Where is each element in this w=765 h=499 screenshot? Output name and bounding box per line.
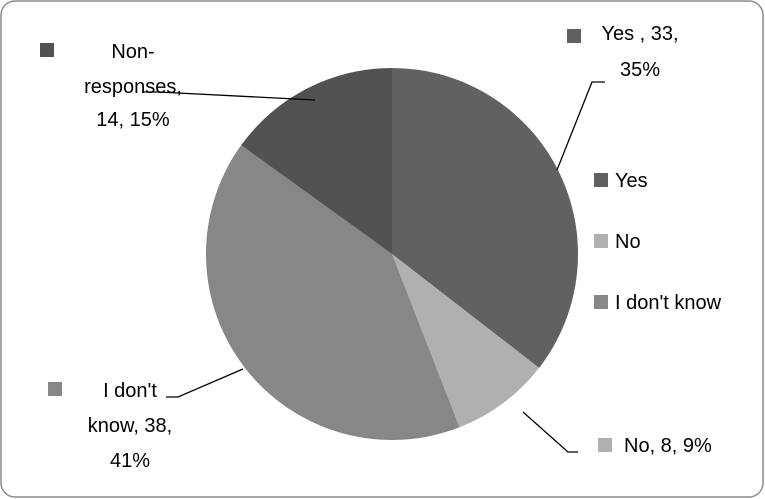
data-label-non-responses-line-2: responses, bbox=[84, 76, 182, 98]
data-labels: Yes , 33, 35% No, 8, 9% I don't know, 38, 41%… bbox=[40, 23, 712, 472]
pie-slices bbox=[205, 68, 578, 440]
legend-marker-no bbox=[594, 234, 608, 248]
legend-label-i-don-t-know: I don't know bbox=[615, 292, 722, 314]
pie-slice-non-responses bbox=[241, 68, 392, 254]
leader-line-no bbox=[522, 411, 578, 453]
data-label-no-line-1: No, 8, 9% bbox=[624, 435, 712, 457]
data-label-yes-line-1: Yes , 33, bbox=[601, 23, 678, 45]
leader-line-yes bbox=[556, 81, 605, 171]
leader-lines bbox=[142, 81, 605, 453]
legend: Yes No I don't know bbox=[594, 170, 722, 314]
data-label-non-responses-line-3: 14, 15% bbox=[96, 109, 170, 131]
pie-slice-no bbox=[392, 254, 540, 428]
data-label-i-don-t-know-line-3: 41% bbox=[110, 450, 150, 472]
legend-marker-i-don-t-know bbox=[594, 295, 608, 309]
data-label-i-don-t-know-line-1: I don't bbox=[103, 380, 157, 402]
data-label-yes-line-2: 35% bbox=[620, 59, 660, 81]
data-label-non-responses-line-1: Non- bbox=[111, 41, 154, 63]
legend-label-no: No bbox=[615, 231, 641, 253]
legend-marker-yes bbox=[594, 173, 608, 187]
data-label-i-don-t-know-line-2: know, 38, bbox=[88, 415, 173, 437]
pie-slice-i-don-t-know bbox=[205, 145, 460, 440]
data-label-marker-yes bbox=[567, 29, 581, 43]
leader-line-non-responses bbox=[142, 91, 316, 101]
data-label-marker-non-responses bbox=[40, 43, 54, 57]
data-label-marker-i-don-t-know bbox=[48, 382, 62, 396]
legend-label-yes: Yes bbox=[615, 170, 648, 192]
pie-slice-yes bbox=[392, 68, 578, 368]
leader-line-i-don-t-know bbox=[166, 368, 244, 398]
data-label-marker-no bbox=[598, 438, 612, 452]
